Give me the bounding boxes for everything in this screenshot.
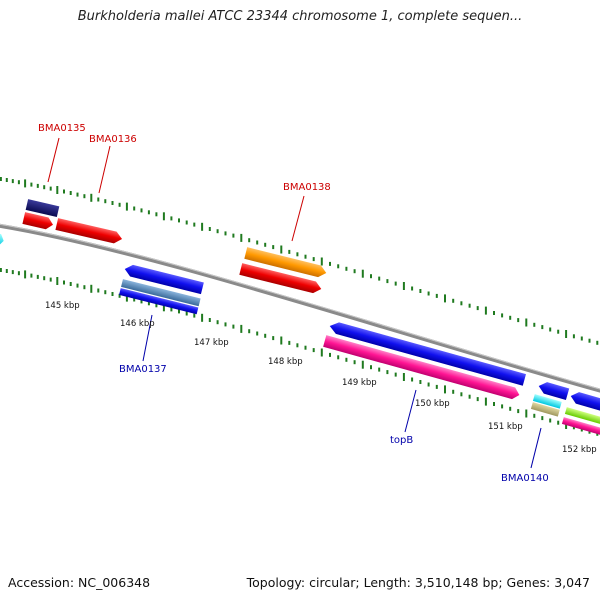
- genome-backbone: [0, 223, 600, 393]
- label-topb[interactable]: topB: [390, 435, 413, 446]
- scale-label: 150 kbp: [415, 399, 450, 409]
- scale-label: 146 kbp: [120, 319, 155, 329]
- bma0140-arrow: [538, 382, 570, 400]
- label-bma0136[interactable]: BMA0136: [89, 134, 137, 145]
- bma0137-steel-block: [121, 279, 201, 307]
- bma0136-arrow: [55, 218, 123, 244]
- leader-bma0136: [98, 145, 111, 194]
- bma0138-arrow: [244, 247, 327, 278]
- label-bma0135[interactable]: BMA0135: [38, 123, 86, 134]
- leader-bma0135: [47, 137, 60, 183]
- feature-labels: BMA0135 BMA0136 BMA0137 BMA0138 topB BMA…: [38, 123, 549, 484]
- label-bma0138[interactable]: BMA0138: [283, 182, 331, 193]
- leader-bma0138: [291, 195, 305, 242]
- scale-label: 151 kbp: [488, 422, 523, 432]
- bma0135-block: [25, 199, 60, 218]
- bma0137-arrow: [124, 264, 204, 295]
- topology-text: Topology: circular; Length: 3,510,148 bp…: [246, 575, 590, 590]
- feature-bma0137[interactable]: [119, 263, 204, 315]
- leader-bma0137: [142, 314, 153, 362]
- feature-bma0136[interactable]: [55, 218, 123, 245]
- scale-labels: 145 kbp 146 kbp 147 kbp 148 kbp 149 kbp …: [45, 301, 597, 455]
- upper-tick-track: [0, 177, 599, 345]
- genome-backbone-highlight: [0, 223, 600, 390]
- right-edge-lime-block: [564, 407, 600, 427]
- bma0140-khaki-block: [530, 402, 560, 417]
- sequence-title: Burkholderia mallei ATCC 23344 chromosom…: [77, 9, 523, 24]
- bma0138-lower-arrow: [239, 263, 322, 294]
- right-edge-pink-block: [561, 417, 600, 437]
- feature-bma0135[interactable]: [22, 199, 60, 230]
- topb-arrow: [329, 322, 526, 386]
- feature-leader-lines: [47, 137, 542, 469]
- scale-label: 148 kbp: [268, 357, 303, 367]
- feature-bma0140[interactable]: [530, 380, 570, 417]
- bma0135-arrow: [22, 212, 54, 230]
- scale-label: 147 kbp: [194, 338, 229, 348]
- bma0137-blue-block: [119, 288, 199, 315]
- label-bma0140[interactable]: BMA0140: [501, 473, 549, 484]
- scale-label: 149 kbp: [342, 378, 377, 388]
- feature-right-edge[interactable]: [561, 390, 600, 437]
- feature-topb[interactable]: [323, 320, 526, 401]
- feature-left-edge[interactable]: [0, 232, 5, 246]
- scale-label: 145 kbp: [45, 301, 80, 311]
- topb-pink-arrow: [323, 335, 520, 400]
- lower-tick-track: [0, 268, 599, 436]
- feature-bma0138[interactable]: [239, 247, 327, 295]
- bma0140-cyan-block: [532, 394, 562, 409]
- right-edge-blue-arrow: [570, 392, 600, 413]
- accession-text: Accession: NC_006348: [8, 575, 151, 590]
- leader-topb: [404, 389, 417, 433]
- leader-bma0140: [530, 427, 542, 469]
- left-edge-arrow: [0, 232, 4, 246]
- label-bma0137[interactable]: BMA0137: [119, 364, 167, 375]
- scale-label: 152 kbp: [562, 445, 597, 455]
